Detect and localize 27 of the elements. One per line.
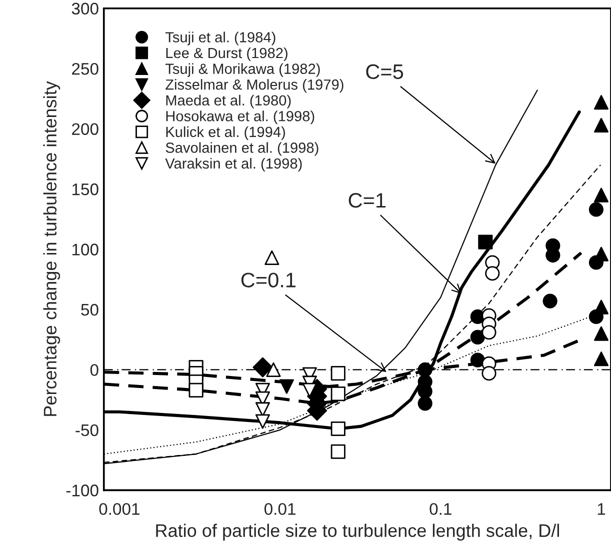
x-tick-label: 1 xyxy=(598,503,606,515)
legend-label: Maeda et al. (1980) xyxy=(166,94,291,108)
x-tick-label: 0.001 xyxy=(99,503,140,515)
legend-label: Tsuji & Morikawa (1982) xyxy=(165,63,320,77)
y-tick-label: 100 xyxy=(72,244,98,256)
y-tick-label: -100 xyxy=(66,484,98,496)
x-tick-label: 0.01 xyxy=(264,503,296,515)
legend-label: Hosokawa et al. (1998) xyxy=(166,110,314,124)
y-tick-label: 250 xyxy=(72,62,98,75)
annotation: C=0.1 xyxy=(241,272,296,288)
annotation: C=1 xyxy=(348,193,386,208)
x-axis-title: Ratio of particle size to turbulence length scale, D/l xyxy=(156,524,559,541)
y-tick-label: -50 xyxy=(76,424,98,436)
annotation: C=5 xyxy=(366,64,404,80)
legend-label: Zisselmar & Molerus (1979) xyxy=(166,79,344,93)
legend-label: Savolainen et al. (1998) xyxy=(166,142,318,156)
x-tick-label: 0.1 xyxy=(430,503,452,515)
legend-label: Tsuji et al. (1984) xyxy=(165,32,276,46)
y-tick-label: 0 xyxy=(90,364,98,376)
y-tick-label: 200 xyxy=(72,123,98,136)
legend-label: Lee & Durst (1982) xyxy=(166,47,288,62)
y-tick-label: 150 xyxy=(72,183,98,196)
y-axis-title: Percentage change in turbulence intensity xyxy=(43,81,60,416)
y-tick-label: 300 xyxy=(72,2,98,15)
legend-label: Kulick et al. (1994) xyxy=(166,126,285,140)
legend-label: Varaksin et al. (1998) xyxy=(165,158,302,172)
y-tick-label: 50 xyxy=(81,304,98,316)
